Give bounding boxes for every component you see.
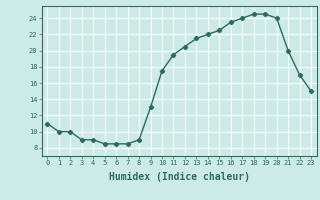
X-axis label: Humidex (Indice chaleur): Humidex (Indice chaleur) [109, 172, 250, 182]
